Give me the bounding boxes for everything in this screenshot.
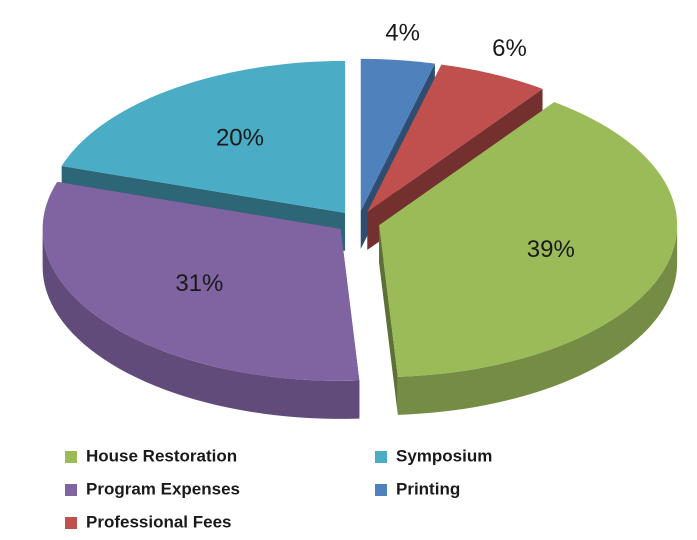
- slice-wall: [397, 225, 678, 415]
- slice-side: [379, 225, 398, 415]
- legend-swatch: [65, 517, 77, 529]
- legend-swatch: [65, 484, 77, 496]
- data-label: 20%: [216, 124, 264, 151]
- legend-swatch: [375, 451, 387, 463]
- slice-wall: [42, 228, 360, 419]
- slice: [360, 58, 435, 211]
- slice: [367, 64, 543, 212]
- legend-swatch: [65, 451, 77, 463]
- legend-label: Program Expenses: [86, 479, 240, 498]
- data-label: 6%: [492, 35, 527, 62]
- data-label: 31%: [175, 270, 223, 297]
- legend-label: Printing: [396, 479, 460, 498]
- legend-label: Professional Fees: [86, 512, 232, 531]
- legend-swatch: [375, 484, 387, 496]
- data-label: 4%: [385, 19, 420, 46]
- slice: [379, 102, 678, 377]
- legend-label: Symposium: [396, 446, 492, 465]
- slice: [61, 60, 346, 213]
- legend-label: House Restoration: [86, 446, 237, 465]
- data-label: 39%: [527, 236, 575, 263]
- slice: [42, 181, 360, 381]
